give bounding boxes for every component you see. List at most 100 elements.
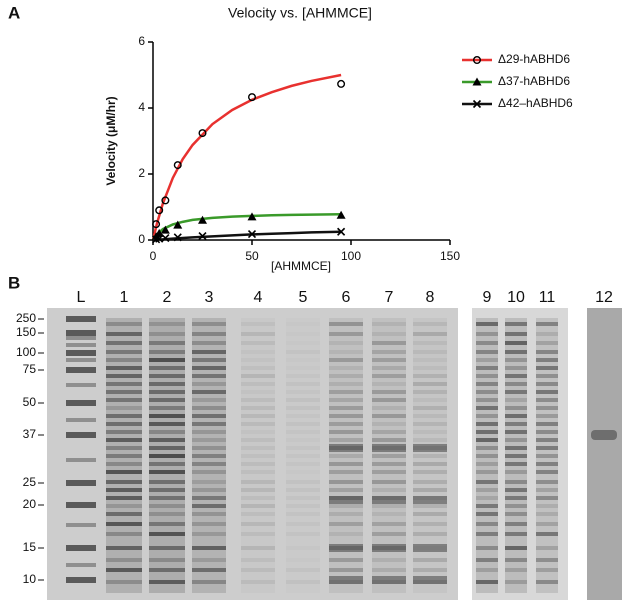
gel-band	[241, 532, 275, 536]
gel-band	[505, 350, 527, 354]
gel-band	[476, 350, 498, 354]
gel-band	[413, 580, 447, 584]
gel-band	[413, 446, 447, 450]
gel-band	[149, 446, 185, 450]
gel-band	[329, 430, 363, 434]
gel-band	[106, 398, 142, 402]
gel-band	[413, 382, 447, 386]
gel-band	[329, 366, 363, 370]
gel-band	[66, 563, 96, 567]
gel-band	[372, 462, 406, 466]
gel-band	[329, 544, 363, 552]
gel-band	[413, 480, 447, 484]
lane-label: L	[77, 289, 86, 306]
gel-band	[286, 522, 320, 526]
panel-label: B	[8, 273, 20, 292]
gel-band	[413, 390, 447, 394]
gel-band	[413, 322, 447, 326]
gel-band	[536, 358, 558, 362]
gel-band	[241, 358, 275, 362]
gel-band	[241, 406, 275, 410]
gel-band	[106, 546, 142, 550]
marker-label: 50	[23, 395, 37, 409]
marker-label: 75	[23, 362, 37, 376]
gel-band	[372, 496, 406, 500]
data-point	[198, 231, 207, 241]
gel-band	[286, 488, 320, 492]
gel-smear	[476, 318, 498, 593]
gel-band	[413, 398, 447, 402]
gel-band	[476, 558, 498, 562]
gel-band	[329, 496, 363, 504]
gel-band	[536, 580, 558, 584]
gel-band	[192, 350, 226, 354]
gel-band	[505, 390, 527, 394]
gel-band	[536, 558, 558, 562]
gel-band	[192, 430, 226, 434]
gel-band	[476, 438, 498, 442]
gel-band	[106, 558, 142, 562]
gel-band	[329, 332, 363, 336]
gel-band	[241, 504, 275, 508]
gel-band	[286, 422, 320, 426]
gel-band	[286, 366, 320, 370]
gel-band	[372, 580, 406, 584]
gel-band	[149, 480, 185, 484]
gel-band	[413, 576, 447, 584]
gel-band	[372, 522, 406, 526]
gel-band	[286, 568, 320, 572]
gel-band	[106, 480, 142, 484]
gel-band	[372, 350, 406, 354]
lane-label: 8	[426, 289, 435, 306]
gel-band	[372, 398, 406, 402]
gel-band	[476, 504, 498, 508]
gel-band	[372, 512, 406, 516]
data-point	[173, 220, 183, 229]
gel-band	[372, 488, 406, 492]
gel-band	[149, 454, 185, 458]
gel-band	[536, 568, 558, 572]
gel-band	[413, 438, 447, 442]
gel-band	[505, 430, 527, 434]
gel-band	[106, 422, 142, 426]
gel-band	[329, 580, 363, 584]
data-point	[173, 233, 182, 242]
lane-label: 6	[342, 289, 351, 306]
gel-band	[505, 470, 527, 474]
gel-band	[66, 432, 96, 438]
marker-label: 10	[23, 572, 37, 586]
gel-band	[536, 430, 558, 434]
gel-band	[66, 545, 96, 551]
gel-band	[505, 398, 527, 402]
gel-band	[505, 488, 527, 492]
gel-band	[241, 438, 275, 442]
gel-band	[329, 568, 363, 572]
x-tick-label: 100	[341, 249, 361, 263]
gel-band	[192, 341, 226, 345]
gel-band	[476, 406, 498, 410]
legend-marker	[472, 99, 482, 109]
gel-band	[372, 496, 406, 504]
gel-band	[192, 512, 226, 516]
gel-band	[505, 422, 527, 426]
gel-band	[505, 438, 527, 442]
gel-band	[476, 580, 498, 584]
gel-band	[241, 382, 275, 386]
gel-band	[505, 504, 527, 508]
y-tick-label: 6	[138, 34, 145, 48]
gel-band	[66, 418, 96, 422]
gel-band	[372, 332, 406, 336]
gel-band	[372, 366, 406, 370]
gel-smear	[505, 318, 527, 593]
marker-label: 25	[23, 475, 37, 489]
gel-band	[329, 480, 363, 484]
gel-band	[329, 462, 363, 466]
gel-band	[372, 390, 406, 394]
gel-band	[192, 406, 226, 410]
gel-band	[413, 512, 447, 516]
gel-band	[372, 438, 406, 442]
gel-band	[536, 406, 558, 410]
gel-band	[286, 512, 320, 516]
gel-band	[106, 512, 142, 516]
gel-band	[149, 390, 185, 394]
